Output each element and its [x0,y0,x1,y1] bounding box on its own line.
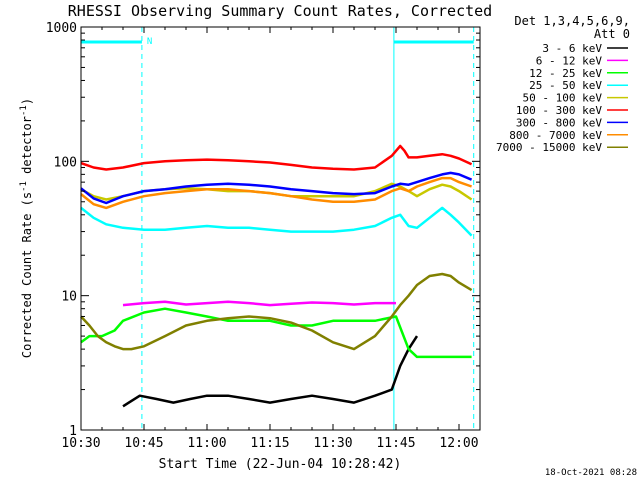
series-line [80,272,473,351]
legend-entry-label: 25 - 50 keV [529,79,602,92]
series-line [80,307,472,359]
legend-entry-label: 100 - 300 keV [516,104,602,117]
x-tick-label: 11:30 [313,436,352,451]
legend-header-line2: Att 0 [594,27,630,41]
x-tick-label: 11:45 [376,436,415,451]
legend-entry-label: 300 - 800 keV [516,116,602,129]
x-tick-label: 10:45 [124,436,163,451]
legend-entry-label: 12 - 25 keV [529,67,602,80]
flag-label: N [147,37,152,47]
series-line [80,144,473,171]
legend-entry-label: 6 - 12 keV [536,54,603,67]
legend-header-line1: Det 1,3,4,5,6,9, [514,14,630,28]
series-line [80,176,473,210]
y-tick-label: 1000 [46,21,77,36]
x-tick-label: 12:00 [439,436,478,451]
timestamp: 18-Oct-2021 08:28 [545,468,637,478]
x-tick-label: 10:30 [61,436,100,451]
x-axis-label: Start Time (22-Jun-04 10:28:42) [159,457,402,472]
series-line [80,171,473,205]
y-axis-label-part2: detector [20,116,34,181]
series-line [122,300,396,307]
y-tick-label: 1 [69,424,77,439]
y-tick-label: 100 [54,155,77,170]
y-axis-label: Corrected Count Rate (s-1 detector-1) [19,98,34,358]
legend-entry-label: 7000 - 15000 keV [496,141,602,154]
plot-frame [80,26,481,431]
y-axis-label-part1: Corrected Count Rate (s [20,192,34,358]
legend-entry-label: 800 - 7000 keV [509,129,602,142]
series-line [122,335,419,408]
y-tick-label: 10 [61,290,77,305]
chart-title: RHESSI Observing Summary Count Rates, Co… [68,2,492,20]
legend-entry-label: 3 - 6 keV [542,42,602,55]
x-tick-label: 11:15 [250,436,289,451]
y-axis-label-exp1: -1 [19,181,29,192]
series-line [80,206,473,237]
legend-entry-label: 50 - 100 keV [523,92,603,105]
y-axis-label-part3: ) [20,98,34,105]
series-layer [80,144,473,408]
x-tick-label: 11:00 [187,436,226,451]
y-axis-label-exp2: -1 [19,105,29,116]
ticks-layer: 10:30 10:45 11:00 11:15 11:30 11:45 12:00 1 10 10… [46,21,481,451]
